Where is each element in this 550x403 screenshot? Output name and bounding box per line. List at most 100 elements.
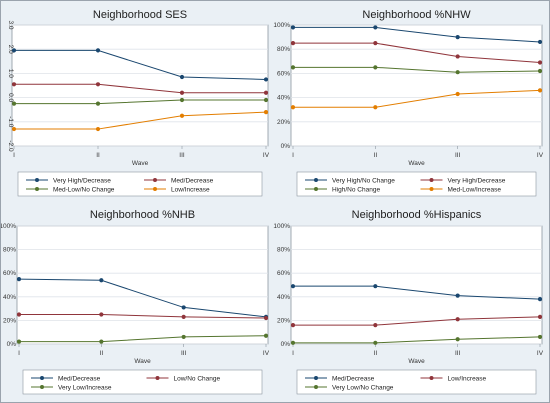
series-line <box>14 99 266 105</box>
y-tick-label: 20% <box>277 119 290 126</box>
legend-marker <box>314 187 318 191</box>
x-tick-label: III <box>181 350 187 357</box>
y-tick-label: 1.0 <box>7 69 14 78</box>
x-axis-label: Wave <box>132 160 149 167</box>
x-tick-label: II <box>374 350 378 357</box>
data-point <box>373 41 378 46</box>
data-point <box>263 77 269 82</box>
data-point <box>179 74 185 80</box>
y-tick-label: -2.0 <box>7 140 14 152</box>
legend-label: Med/Decrease <box>332 375 375 382</box>
y-tick-label: 100% <box>273 22 290 29</box>
chart-title: Neighborhood %Hispanics <box>352 209 482 221</box>
series-line <box>293 316 541 326</box>
plot-area <box>11 24 269 147</box>
data-point <box>179 97 185 103</box>
data-point <box>263 97 269 103</box>
data-point <box>263 90 269 95</box>
legend-label: Very High/Decrease <box>53 177 111 184</box>
chart-title: Neighborhood %NHB <box>90 209 195 221</box>
data-point <box>373 25 378 30</box>
legend-label: Very Low/No Change <box>332 384 394 391</box>
y-tick-label: 0.0 <box>7 93 14 102</box>
chart-title: Neighborhood %NHW <box>362 9 471 21</box>
legend-marker <box>429 187 434 191</box>
x-tick-label: I <box>13 152 15 159</box>
chart-panel-4: Neighborhood %Hispanics 0% 20% 40% 60% 80% 100… <box>273 209 544 395</box>
data-point <box>537 334 543 340</box>
data-point <box>181 305 186 310</box>
y-tick-label: 40% <box>277 95 290 102</box>
x-tick-label: IV <box>537 152 544 159</box>
legend-label: Med-Low/No Change <box>53 186 115 193</box>
legend: Med/Decrease Low/No Change Very Low/Increa… <box>22 369 263 395</box>
y-tick-label: 40% <box>277 294 290 301</box>
plot-area <box>290 225 543 345</box>
data-point <box>95 101 101 106</box>
data-point <box>99 312 104 317</box>
series-line <box>293 285 541 300</box>
data-point <box>290 41 296 46</box>
y-tick-label: 100% <box>273 223 290 230</box>
x-tick-label: IV <box>537 350 544 357</box>
x-tick-label: IV <box>263 152 270 159</box>
x-tick-label: II <box>96 152 100 159</box>
legend-marker <box>153 178 157 182</box>
data-point <box>455 317 460 322</box>
data-point <box>455 35 460 40</box>
data-point <box>290 105 296 110</box>
data-point <box>181 314 186 319</box>
data-point <box>373 65 378 70</box>
series-line <box>293 66 541 73</box>
data-point <box>537 60 543 65</box>
legend-marker <box>35 187 39 191</box>
data-point <box>455 337 460 342</box>
data-point <box>537 297 543 302</box>
data-point <box>290 284 296 289</box>
y-tick-label: 2.0 <box>7 45 14 54</box>
y-tick-label: 0% <box>7 341 17 348</box>
legend-marker <box>155 376 160 380</box>
data-point <box>263 315 269 321</box>
y-tick-label: 80% <box>3 247 16 254</box>
legend-label: Med/Decrease <box>58 375 101 382</box>
y-tick-label: 40% <box>3 294 16 301</box>
y-tick-label: 0% <box>281 143 291 150</box>
chart-panel-1: Neighborhood SES-2.0-1.00.01.02.03.0I II I… <box>7 9 270 197</box>
x-axis-label: Wave <box>408 358 425 365</box>
legend-marker <box>429 178 434 182</box>
y-tick-label: 80% <box>277 247 290 254</box>
data-point <box>290 25 296 30</box>
legend-label: Low/Increase <box>171 186 210 193</box>
data-point <box>16 312 22 317</box>
legend-marker <box>314 178 318 182</box>
legend-label: High/No Change <box>332 186 380 193</box>
data-point <box>16 339 22 344</box>
plot-area <box>290 24 543 147</box>
data-point <box>290 65 296 70</box>
x-axis-label: Wave <box>408 160 425 167</box>
legend-marker <box>40 376 44 380</box>
data-point <box>290 323 296 328</box>
x-tick-label: I <box>292 350 294 357</box>
data-point <box>181 334 186 340</box>
x-tick-label: II <box>374 152 378 159</box>
series-line <box>293 42 541 64</box>
y-tick-label: 60% <box>3 270 16 277</box>
data-point <box>99 339 104 344</box>
y-tick-label: 80% <box>277 46 290 53</box>
data-point <box>537 314 543 319</box>
legend-marker <box>314 376 318 380</box>
legend-marker <box>429 376 434 380</box>
y-tick-label: 100% <box>1 223 16 230</box>
data-point <box>455 91 460 97</box>
data-point <box>95 48 101 53</box>
data-point <box>95 126 101 132</box>
y-tick-label: 0% <box>281 341 291 348</box>
legend: Very High/No Change Very High/Decrease Hig… <box>296 171 537 197</box>
legend-label: Very High/Decrease <box>448 177 506 184</box>
series-line <box>14 83 266 94</box>
data-point <box>11 82 17 87</box>
